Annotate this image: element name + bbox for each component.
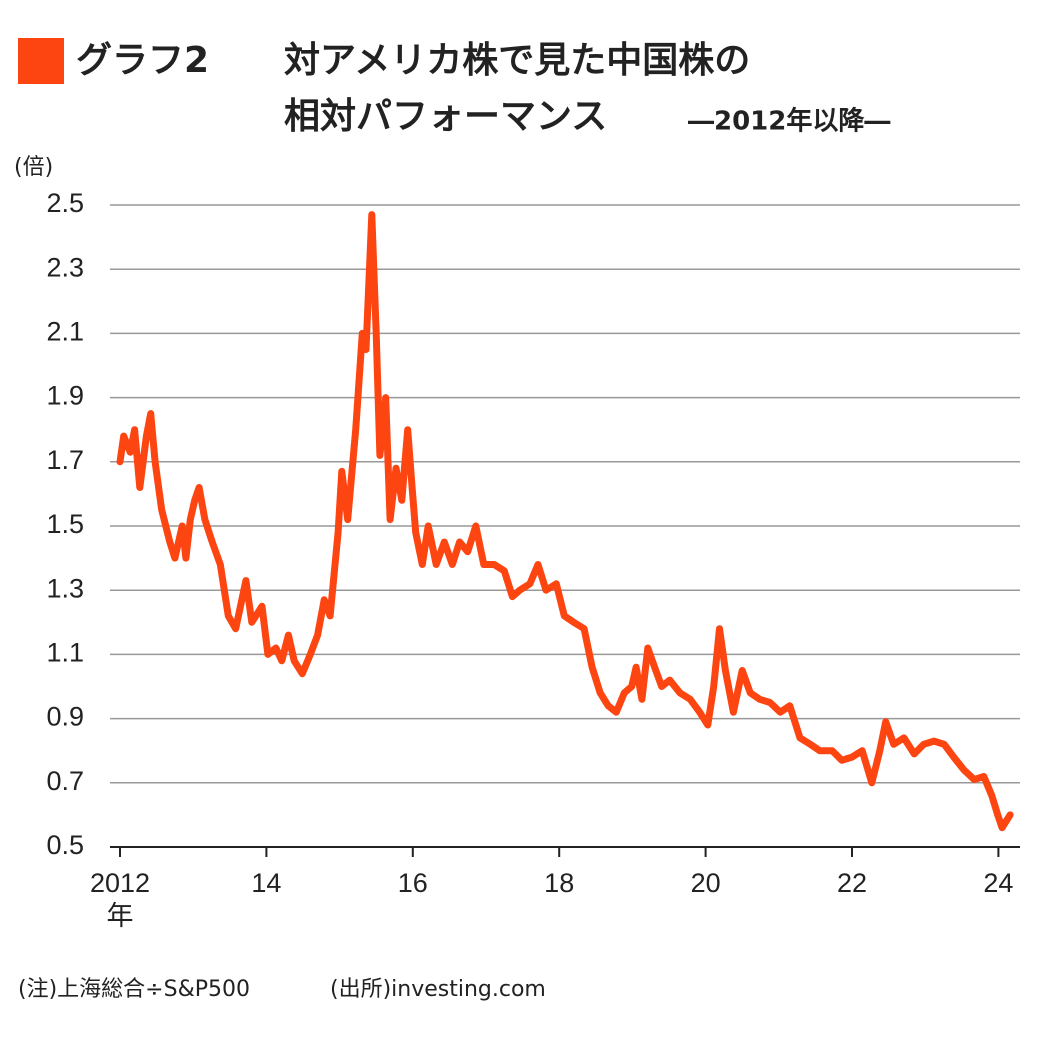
x-unit: 年 [107, 901, 134, 931]
y-tick-label: 2.1 [46, 317, 84, 347]
y-tick-label: 2.5 [46, 188, 84, 218]
y-axis-label: (倍) [14, 155, 53, 180]
y-tick-label: 0.7 [46, 766, 84, 796]
chart-title: 相対パフォーマンス [284, 96, 607, 137]
note: (出所)investing.com [330, 977, 546, 1002]
x-tick-label: 20 [691, 868, 721, 898]
y-tick-label: 1.3 [46, 573, 84, 603]
chart-title: 対アメリカ株で見た中国株の [284, 40, 750, 81]
chart-subtitle: ―2012年以降― [688, 106, 890, 137]
data-line [116, 211, 1014, 832]
x-tick-label: 16 [398, 868, 428, 898]
x-tick-label: 14 [251, 868, 281, 898]
y-tick-label: 1.7 [46, 445, 84, 475]
figure-label: グラフ2 [76, 40, 209, 81]
y-tick-label: 2.3 [46, 252, 84, 282]
x-tick-label: 2012 [90, 868, 150, 898]
y-tick-label: 1.9 [46, 381, 84, 411]
y-tick-label: 0.5 [46, 830, 84, 860]
x-tick-label: 18 [544, 868, 574, 898]
x-tick-label: 22 [837, 868, 867, 898]
y-tick-label: 0.9 [46, 702, 84, 732]
y-tick-label: 1.1 [46, 638, 84, 668]
note: (注)上海総合÷S&P500 [18, 977, 250, 1002]
x-tick-label: 24 [983, 868, 1013, 898]
y-tick-label: 1.5 [46, 509, 84, 539]
title-square [18, 38, 64, 84]
